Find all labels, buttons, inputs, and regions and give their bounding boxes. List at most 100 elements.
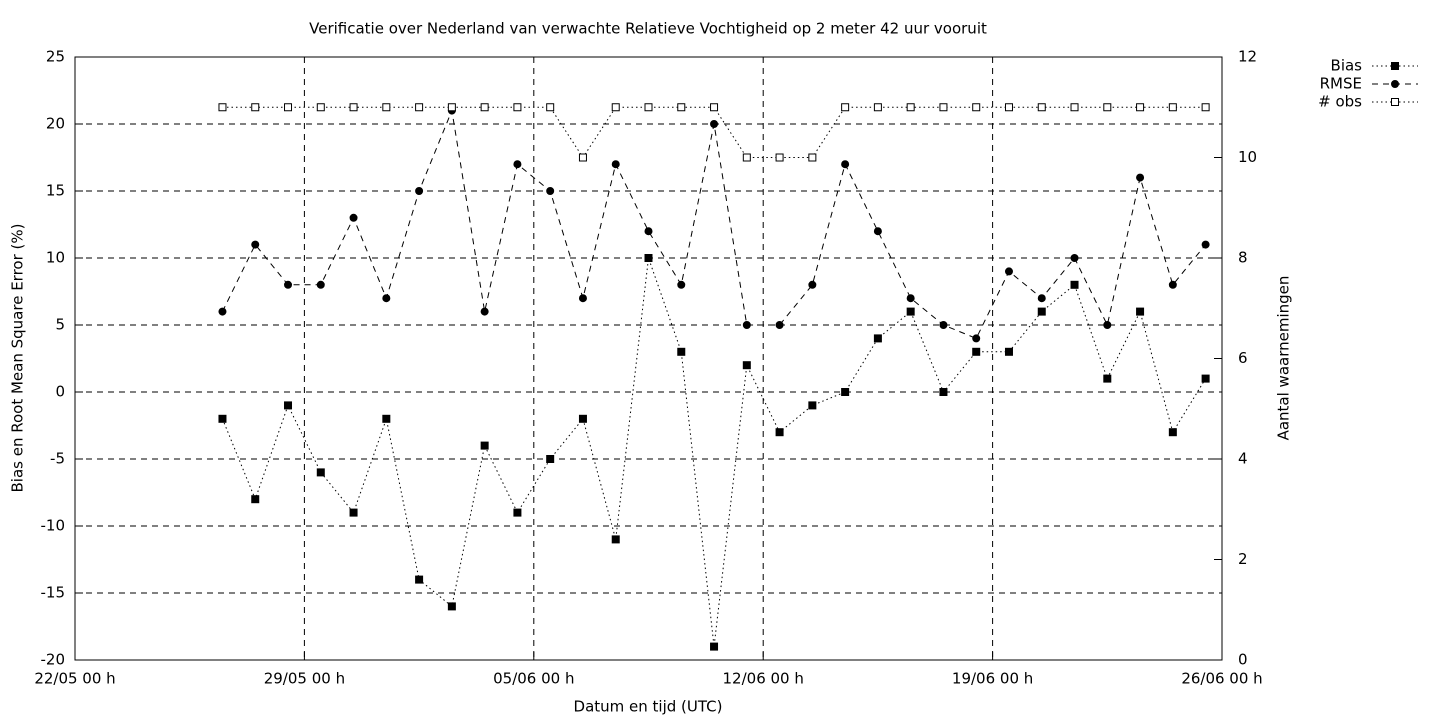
marker xyxy=(578,294,587,303)
marker xyxy=(251,240,260,249)
y-tick-label: 20 xyxy=(46,115,65,133)
marker xyxy=(677,280,686,289)
y2-tick-label: 6 xyxy=(1238,349,1248,367)
marker xyxy=(480,307,489,316)
marker xyxy=(1070,254,1079,262)
marker xyxy=(546,187,555,195)
marker xyxy=(218,103,227,112)
marker xyxy=(808,401,817,410)
legend-marker xyxy=(1391,80,1399,88)
x-axis-label: Datum en tijd (UTC) xyxy=(574,698,723,716)
marker xyxy=(775,321,784,329)
marker xyxy=(349,213,358,222)
marker xyxy=(1136,173,1145,182)
legend-label: # obs xyxy=(1318,93,1362,111)
marker xyxy=(1103,321,1112,329)
marker xyxy=(382,414,391,423)
y2-tick-label: 4 xyxy=(1238,450,1248,468)
marker xyxy=(1037,307,1046,316)
marker xyxy=(1037,103,1046,112)
marker xyxy=(415,103,424,112)
series-line xyxy=(222,108,1206,340)
x-tick-label: 05/06 00 h xyxy=(493,670,574,688)
marker xyxy=(939,321,948,329)
marker xyxy=(1201,374,1210,383)
marker xyxy=(710,103,719,112)
marker xyxy=(906,103,915,112)
marker xyxy=(415,575,424,584)
marker xyxy=(873,334,882,343)
marker xyxy=(284,103,293,112)
marker xyxy=(1103,103,1112,112)
y2-tick-label: 2 xyxy=(1238,550,1248,568)
marker xyxy=(611,103,620,112)
y-tick-label: -15 xyxy=(41,584,66,602)
x-tick-label: 22/05 00 h xyxy=(34,670,115,688)
y2-tick-label: 8 xyxy=(1238,249,1248,267)
marker xyxy=(218,307,227,316)
legend-marker xyxy=(1391,62,1399,70)
marker xyxy=(644,254,653,262)
x-tick-label: 29/05 00 h xyxy=(264,670,345,688)
y-tick-label: 10 xyxy=(46,249,65,267)
marker xyxy=(578,153,587,162)
marker xyxy=(284,280,293,289)
marker xyxy=(611,160,620,169)
y-tick-label: 15 xyxy=(46,182,65,200)
marker xyxy=(1037,294,1046,303)
marker xyxy=(1136,103,1145,112)
y2-tick-label: 12 xyxy=(1238,48,1257,66)
marker xyxy=(447,103,456,112)
y2-tick-label: 10 xyxy=(1238,148,1257,166)
marker xyxy=(972,347,981,356)
marker xyxy=(611,535,620,544)
marker xyxy=(873,227,882,236)
y2-axis-label: Aantal waarnemingen xyxy=(1275,276,1293,441)
x-tick-label: 19/06 00 h xyxy=(952,670,1033,688)
marker xyxy=(1070,280,1079,289)
marker xyxy=(546,455,555,463)
marker xyxy=(316,468,325,477)
marker xyxy=(480,103,489,112)
y-tick-label: 25 xyxy=(46,48,65,66)
x-tick-label: 26/06 00 h xyxy=(1181,670,1262,688)
marker xyxy=(251,103,260,112)
y-axis-label: Bias en Root Mean Square Error (%) xyxy=(9,224,27,493)
marker xyxy=(710,642,719,651)
marker xyxy=(1201,240,1210,249)
marker xyxy=(710,120,719,128)
marker xyxy=(972,103,981,112)
legend-label: RMSE xyxy=(1320,75,1362,93)
marker xyxy=(316,103,325,112)
marker xyxy=(349,508,358,517)
marker xyxy=(677,103,686,112)
marker xyxy=(1070,103,1079,112)
marker xyxy=(513,103,522,112)
marker xyxy=(447,602,456,611)
marker xyxy=(218,414,227,423)
marker xyxy=(677,347,686,356)
y2-tick-label: 0 xyxy=(1238,651,1248,669)
marker xyxy=(382,294,391,303)
y-tick-label: 5 xyxy=(55,316,65,334)
x-tick-label: 12/06 00 h xyxy=(723,670,804,688)
marker xyxy=(972,334,981,343)
y-tick-label: -10 xyxy=(41,517,66,535)
marker xyxy=(742,321,751,329)
marker xyxy=(808,280,817,289)
marker xyxy=(939,388,948,396)
legend-marker xyxy=(1391,98,1399,106)
marker xyxy=(382,103,391,112)
marker xyxy=(644,103,653,112)
marker xyxy=(808,153,817,162)
y-tick-label: -5 xyxy=(50,450,65,468)
plot-frame xyxy=(74,56,1223,661)
marker xyxy=(873,103,882,112)
marker xyxy=(841,160,850,169)
y-tick-label: 0 xyxy=(55,383,65,401)
marker xyxy=(841,103,850,112)
marker xyxy=(841,388,850,396)
marker xyxy=(349,103,358,112)
marker xyxy=(742,153,751,162)
